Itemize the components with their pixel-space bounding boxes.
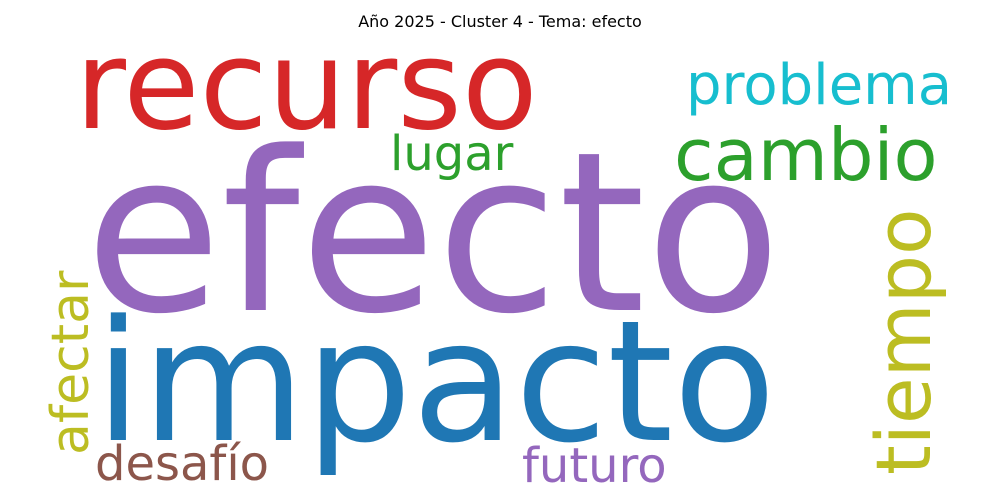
word-afectar: afectar — [41, 270, 101, 455]
word-futuro: futuro — [522, 438, 667, 494]
word-impacto: impacto — [95, 284, 776, 480]
word-desafio: desafío — [95, 436, 269, 492]
chart-title: Año 2025 - Cluster 4 - Tema: efecto — [358, 12, 642, 31]
word-recurso: recurso — [75, 14, 538, 158]
word-problema: problema — [686, 53, 952, 118]
word-tiempo: tiempo — [859, 209, 948, 475]
word-cambio: cambio — [674, 113, 938, 197]
word-efecto: efecto — [85, 105, 781, 363]
word-lugar: lugar — [390, 126, 514, 182]
